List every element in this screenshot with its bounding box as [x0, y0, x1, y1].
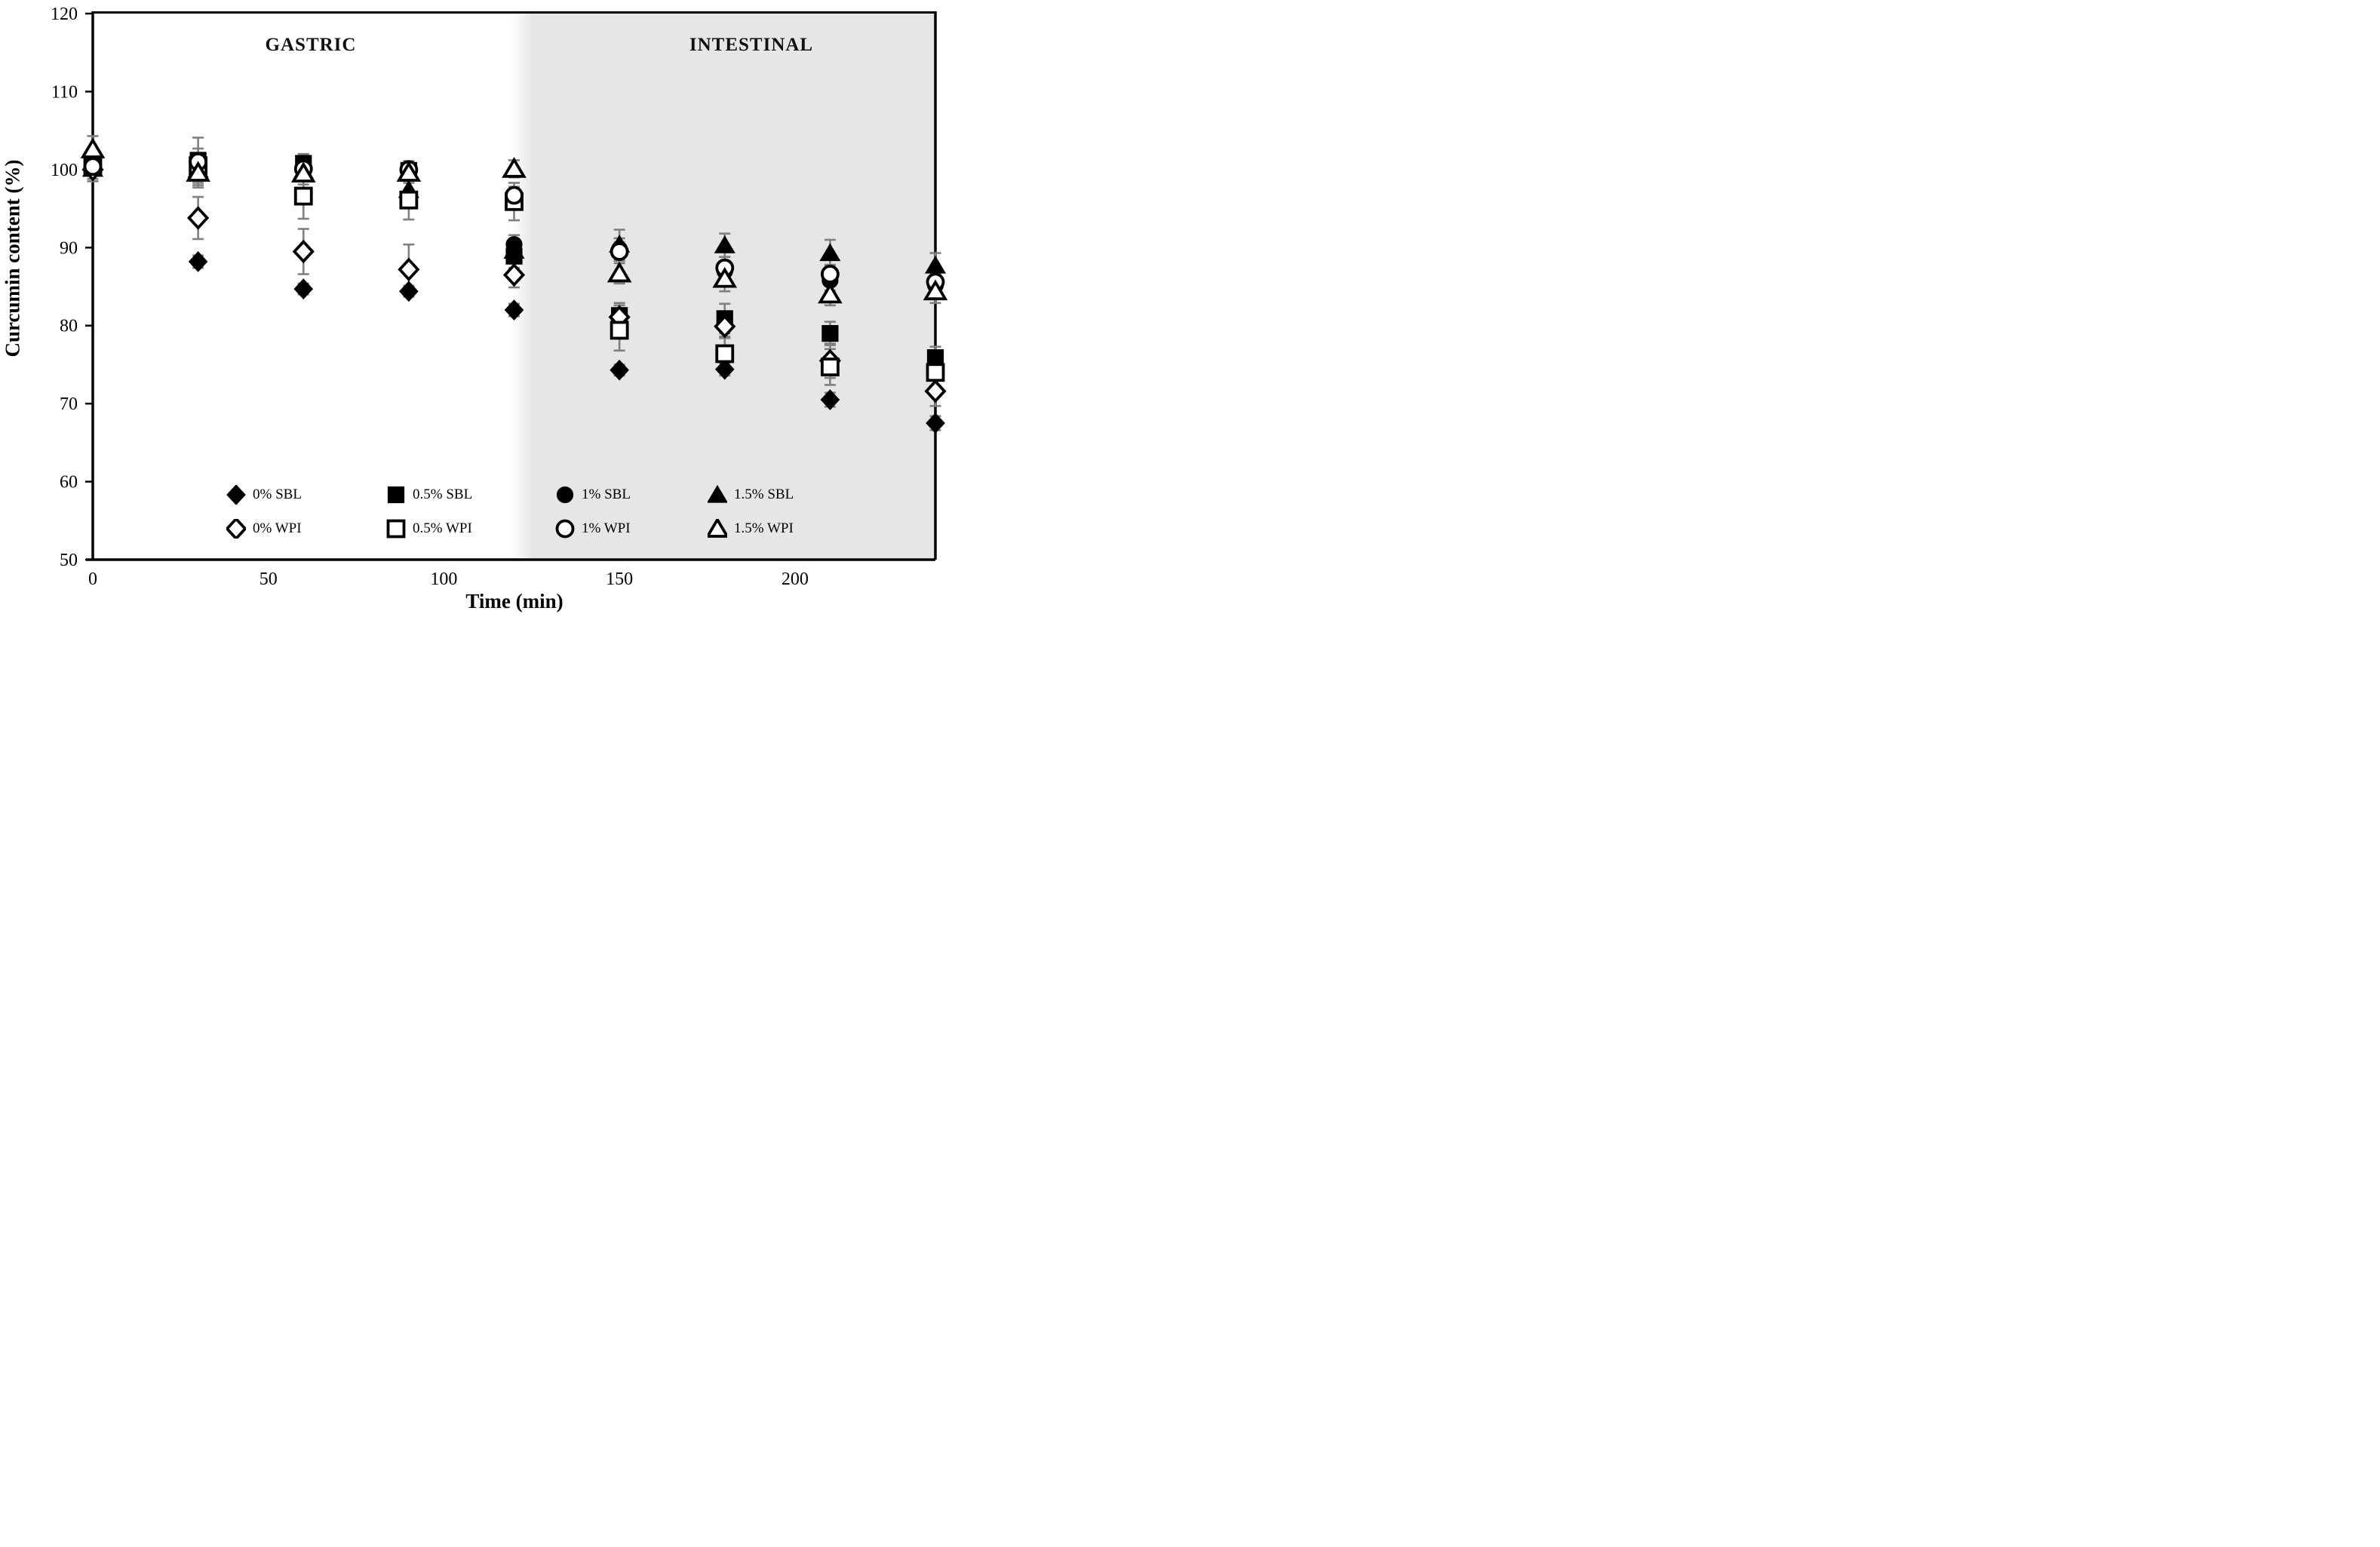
legend-marker — [708, 485, 727, 503]
legend-item-0-5-sbl: 0.5% SBL — [386, 485, 472, 505]
legend-item-1-5-wpi: 1.5% WPI — [708, 519, 794, 539]
legend-item-1-wpi: 1% WPI — [555, 519, 631, 539]
diamond-filled-icon — [226, 485, 246, 505]
data-point-marker — [610, 321, 629, 340]
y-tick-label: 50 — [60, 551, 78, 570]
data-point-marker — [290, 161, 316, 183]
triangle-filled-icon — [708, 485, 727, 503]
data-point-marker — [714, 358, 735, 380]
legend-label: 1% SBL — [582, 487, 631, 502]
y-tick-label: 110 — [51, 82, 78, 102]
data-point-marker — [715, 344, 735, 364]
legend-item-1-5-sbl: 1.5% SBL — [708, 485, 794, 505]
data-point-marker — [293, 186, 313, 206]
data-point-marker — [926, 413, 945, 434]
data-point-marker — [818, 282, 843, 304]
data-point-marker — [399, 190, 419, 210]
data-point-marker — [292, 239, 315, 264]
data-point-marker — [924, 379, 947, 404]
data-point-marker — [504, 299, 524, 321]
legend-marker — [556, 486, 574, 504]
legend-label: 0% WPI — [253, 520, 302, 536]
circle-filled-icon — [556, 486, 574, 504]
data-point-marker — [926, 363, 945, 382]
data-point-marker — [821, 324, 839, 342]
y-axis-title: Curcumin content (%) — [1, 159, 24, 358]
data-point-marker — [820, 389, 840, 410]
legend-item-0-wpi: 0% WPI — [226, 519, 302, 539]
x-tick-label: 0 — [88, 569, 97, 589]
legend-marker — [386, 519, 406, 539]
data-point-marker — [714, 314, 736, 339]
data-point-marker — [396, 161, 422, 182]
data-point-marker — [293, 278, 314, 299]
series-1-wpi — [83, 152, 945, 292]
legend-marker — [708, 519, 727, 538]
data-point-marker — [502, 262, 526, 287]
legend-label: 1% WPI — [582, 520, 631, 536]
data-point-marker — [714, 235, 735, 253]
legend-label: 0.5% WPI — [413, 520, 472, 536]
curcumin-release-figure: 50 60 70 80 90 100 110 120 0 50 100 150 200 GASTRIC … — [0, 0, 952, 618]
series-1-5-wpi — [80, 137, 948, 304]
x-axis-title: Time (min) — [465, 590, 564, 612]
data-point-marker — [610, 242, 629, 261]
data-point-marker — [712, 266, 738, 288]
chart-canvas: 50 60 70 80 90 100 110 120 0 50 100 150 200 — [51, 5, 948, 589]
x-tick-label: 100 — [430, 569, 457, 589]
series-0-sbl — [83, 158, 945, 434]
legend-item-0-5-wpi: 0.5% WPI — [386, 519, 472, 539]
legend-marker — [387, 486, 405, 504]
x-tick-label: 200 — [782, 569, 809, 589]
data-point-marker — [819, 243, 841, 262]
square-open-icon — [386, 519, 406, 539]
y-tick-label: 90 — [60, 238, 78, 258]
data-point-marker — [923, 279, 948, 301]
data-point-marker — [502, 157, 527, 178]
y-tick-label: 80 — [60, 317, 78, 336]
data-point-marker — [187, 206, 210, 230]
data-point-marker — [186, 161, 210, 182]
data-point-marker — [399, 281, 419, 302]
region-label-gastric: GASTRIC — [265, 35, 357, 55]
data-point-marker — [80, 137, 106, 158]
y-tick-label: 60 — [60, 473, 78, 493]
triangle-open-icon — [708, 519, 727, 538]
x-tick-label: 150 — [606, 569, 633, 589]
legend-label: 1.5% SBL — [734, 487, 794, 502]
legend-label: 0% SBL — [253, 487, 302, 502]
data-point-marker — [188, 251, 208, 272]
y-tick-label: 70 — [60, 394, 78, 414]
legend-marker — [555, 519, 575, 539]
data-point-marker — [503, 241, 525, 259]
region-label-intestinal: INTESTINAL — [689, 35, 814, 55]
y-tick-label: 100 — [51, 161, 78, 180]
data-point-marker — [607, 261, 632, 283]
circle-open-icon — [555, 519, 575, 539]
data-point-marker — [820, 358, 840, 376]
legend-label: 0.5% SBL — [413, 487, 473, 502]
legend-marker — [226, 485, 246, 505]
diamond-open-icon — [226, 519, 246, 539]
legend-label: 1.5% WPI — [734, 520, 794, 536]
legend-item-0-sbl: 0% SBL — [226, 485, 302, 505]
data-point-marker — [505, 186, 524, 205]
legend-item-1-sbl: 1% SBL — [555, 485, 631, 505]
data-point-marker — [83, 157, 103, 176]
y-tick-label: 120 — [51, 5, 78, 24]
data-point-marker — [398, 257, 420, 282]
x-tick-label: 50 — [259, 569, 278, 589]
data-point-marker — [820, 265, 840, 284]
square-filled-icon — [387, 486, 405, 504]
data-point-marker — [610, 359, 629, 381]
legend-marker — [226, 519, 246, 539]
